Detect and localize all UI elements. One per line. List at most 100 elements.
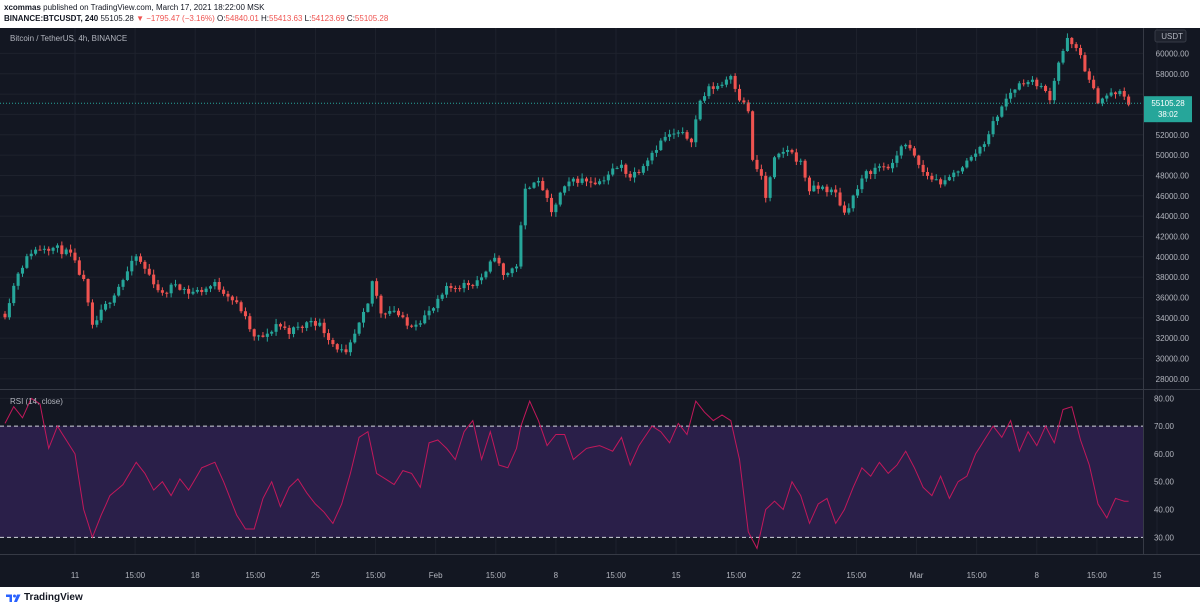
candle-body	[1127, 96, 1131, 105]
author[interactable]: xcommas	[4, 3, 41, 12]
rsi-band	[0, 426, 1143, 538]
candle-body	[790, 149, 794, 153]
candle-body	[55, 245, 59, 248]
candle-body	[1030, 79, 1034, 82]
candle-body	[1022, 83, 1026, 85]
candle-body	[1065, 37, 1069, 52]
candle-body	[952, 172, 956, 178]
candle-body	[16, 273, 20, 286]
price-tick-label: 58000.00	[1156, 70, 1190, 79]
change-down-icon: ▼	[136, 14, 144, 23]
candle-body	[869, 171, 873, 175]
candle-body	[659, 140, 663, 151]
footer: TradingView	[0, 587, 1200, 609]
candle-body	[318, 322, 322, 326]
candle-body	[1100, 98, 1104, 104]
candle-body	[895, 155, 899, 163]
time-tick-label: 8	[1035, 571, 1040, 580]
candle-body	[475, 280, 479, 286]
rsi-tick-label: 80.00	[1154, 394, 1175, 403]
candle-body	[64, 249, 68, 255]
candle-body	[965, 160, 969, 168]
price-tick-label: 30000.00	[1156, 354, 1190, 363]
candle-body	[768, 177, 772, 198]
candle-body	[904, 144, 908, 147]
candle-body	[742, 100, 746, 103]
price-tick-label: 50000.00	[1156, 151, 1190, 160]
candle-body	[322, 322, 326, 334]
candle-body	[1118, 91, 1122, 95]
candle-body	[943, 180, 947, 185]
candle-body	[12, 285, 16, 304]
candle-body	[392, 310, 396, 312]
candle-body	[431, 308, 435, 311]
rsi-tick-label: 60.00	[1154, 450, 1175, 459]
candle-body	[772, 157, 777, 178]
candle-body	[449, 286, 453, 289]
candle-body	[130, 260, 134, 272]
candle-body	[139, 256, 143, 262]
time-tick-label: 15:00	[967, 571, 988, 580]
brand-name[interactable]: TradingView	[24, 592, 83, 603]
candle-body	[803, 160, 807, 178]
candle-body	[580, 178, 584, 183]
time-tick-label: 18	[191, 571, 200, 580]
candle-body	[891, 162, 895, 169]
candle-body	[567, 181, 571, 187]
candle-body	[541, 181, 545, 191]
candle-body	[278, 324, 282, 327]
candle-body	[200, 289, 204, 293]
tradingview-logo-icon[interactable]	[6, 593, 21, 603]
candle-body	[877, 166, 881, 168]
candle-body	[370, 281, 374, 304]
candle-body	[147, 268, 151, 275]
candle-body	[1004, 98, 1008, 107]
candle-body	[987, 134, 991, 145]
candle-body	[856, 189, 860, 196]
candle-body	[602, 180, 606, 182]
candle-body	[69, 249, 73, 253]
rsi-tick-label: 70.00	[1154, 422, 1175, 431]
candle-body	[624, 164, 628, 174]
last-price-tag	[1144, 96, 1192, 123]
price-tick-label: 32000.00	[1156, 334, 1190, 343]
candle-body	[1000, 106, 1004, 117]
price-rsi-chart[interactable]: 55105.28 38:02 28000.00 30000.00 32000.00 340…	[0, 28, 1200, 587]
time-tick-label: 25	[311, 571, 320, 580]
candle-body	[921, 164, 925, 173]
candle-body	[563, 186, 567, 193]
candle-body	[375, 281, 379, 296]
candle-body	[121, 280, 125, 287]
time-tick-label: 15:00	[726, 571, 747, 580]
candle-body	[112, 295, 116, 303]
candle-body	[99, 309, 103, 321]
candle-body	[497, 257, 501, 264]
candle-body	[1079, 47, 1083, 56]
candle-body	[29, 253, 33, 257]
candle-body	[423, 315, 427, 324]
candle-body	[851, 195, 855, 209]
time-tick-label: 15:00	[606, 571, 627, 580]
close-label: C:	[346, 14, 355, 23]
published-text: published on TradingView.com, March 17, …	[43, 3, 265, 12]
candle-body	[252, 329, 256, 337]
candle-body	[650, 152, 654, 161]
candle-body	[1096, 88, 1100, 104]
time-tick-label: 15:00	[366, 571, 387, 580]
rsi-line	[4, 397, 1129, 550]
candle-body	[515, 266, 519, 269]
candle-body	[825, 186, 829, 193]
chart-header: xcommas published on TradingView.com, Ma…	[0, 0, 1200, 28]
candle-body	[628, 173, 632, 178]
candle-body	[292, 327, 296, 334]
candle-body	[327, 333, 331, 341]
candle-body	[471, 285, 475, 287]
candle-body	[287, 327, 291, 334]
candle-body	[1013, 89, 1017, 93]
time-tick-label: 15:00	[245, 571, 266, 580]
candle-body	[882, 166, 886, 168]
candle-body	[799, 160, 803, 162]
candle-body	[956, 171, 960, 173]
candle-body	[860, 178, 864, 190]
candle-body	[654, 150, 658, 153]
